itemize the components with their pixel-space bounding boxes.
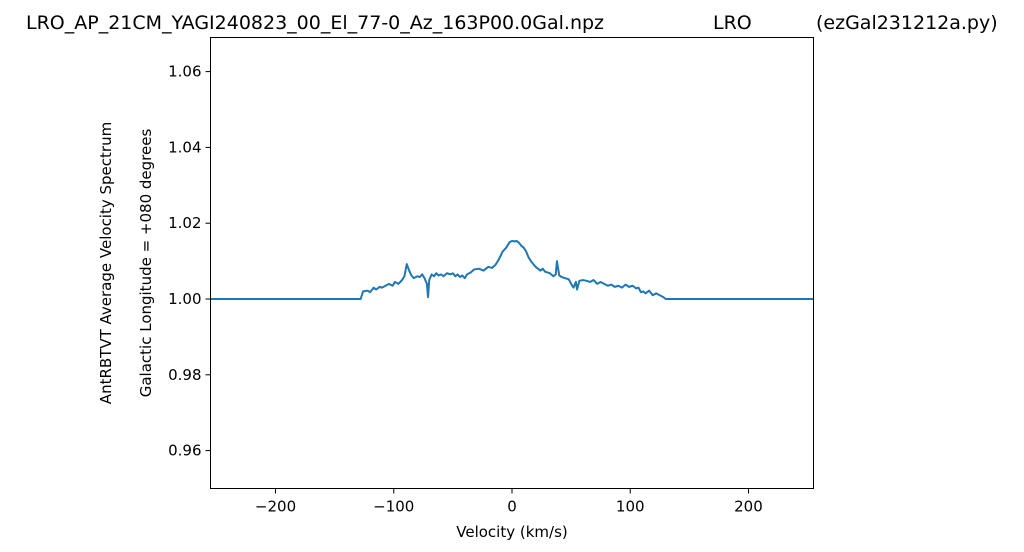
x-tick-label: −200	[255, 498, 296, 516]
x-axis-ticks: −200 −100 0 100 200	[255, 488, 763, 516]
y-tick-label: 1.00	[168, 290, 201, 308]
chart-title-station: LRO	[713, 12, 752, 34]
x-tick-label: −100	[373, 498, 414, 516]
y-axis-label-outer: AntRBTVT Average Velocity Spectrum	[97, 122, 115, 404]
x-tick-label: 0	[507, 498, 517, 516]
x-axis-label: Velocity (km/s)	[456, 523, 567, 541]
y-tick-label: 1.02	[168, 214, 201, 232]
y-tick-label: 1.06	[168, 63, 201, 81]
y-tick-label: 0.96	[168, 442, 201, 460]
y-axis-ticks: 0.96 0.98 1.00 1.02 1.04 1.06	[168, 63, 211, 460]
x-tick-label: 200	[734, 498, 763, 516]
y-tick-label: 0.98	[168, 366, 201, 384]
chart-title-filename: LRO_AP_21CM_YAGI240823_00_El_77-0_Az_163…	[26, 12, 604, 34]
y-tick-label: 1.04	[168, 138, 201, 156]
y-axis-label-inner: Galactic Longitude = +080 degrees	[137, 129, 155, 398]
x-tick-label: 100	[616, 498, 645, 516]
chart-title-script: (ezGal231212a.py)	[816, 12, 998, 34]
spectrum-line	[210, 240, 814, 300]
plot-area	[210, 37, 814, 489]
plot-frame	[210, 37, 814, 489]
